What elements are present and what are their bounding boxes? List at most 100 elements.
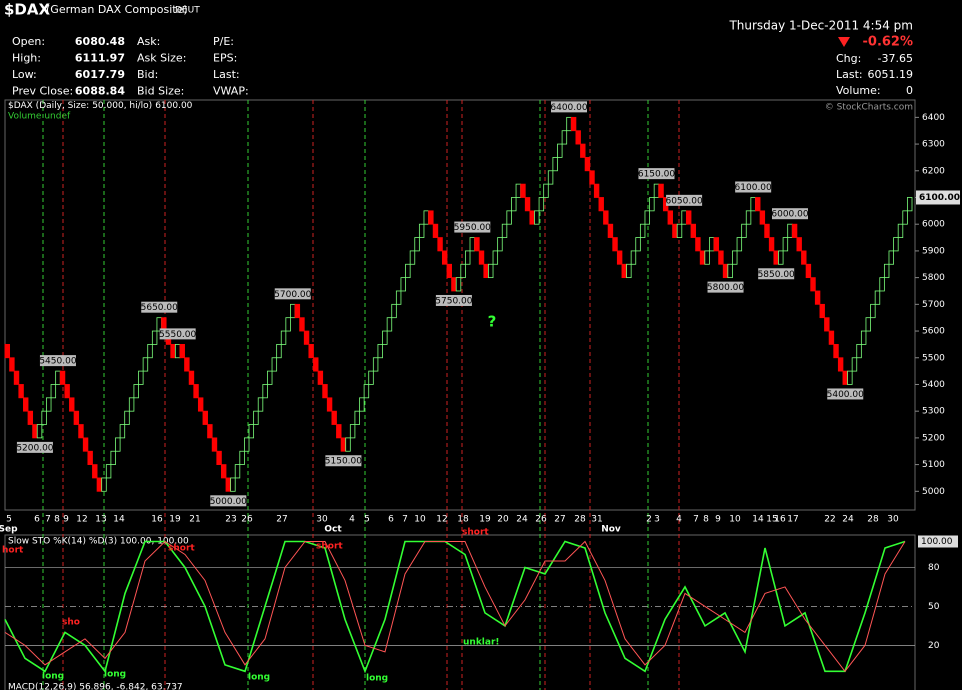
down-brick (73, 410, 80, 425)
exchange: DEUT (175, 6, 200, 16)
up-brick (382, 330, 388, 345)
x-tick-label: 4 (676, 515, 682, 525)
up-brick (400, 277, 406, 292)
price-panel (4, 99, 916, 511)
x-tick-label: 23 (225, 515, 236, 525)
down-brick (796, 237, 802, 252)
y-tick-label: 5500 (922, 353, 945, 363)
volume-note: Volume undef (8, 112, 71, 122)
up-brick (276, 343, 282, 359)
up-brick (133, 384, 139, 399)
up-brick (46, 397, 52, 412)
down-brick (791, 223, 798, 238)
x-tick-label: 10 (414, 515, 426, 525)
quote-label: High: (12, 52, 41, 65)
annotation: unklar! (463, 638, 500, 648)
value-label: 5150.00 (325, 457, 362, 467)
y-tick-label: 5400 (922, 380, 945, 390)
quote-label: Ask: (137, 35, 160, 48)
label-box (550, 101, 587, 113)
down-brick (432, 223, 439, 238)
up-brick (418, 223, 425, 238)
down-brick (603, 210, 609, 225)
up-brick (488, 263, 494, 279)
up-brick (865, 317, 871, 332)
legend-text: $DAX (Daily, Size: (8, 101, 89, 111)
value-label: 5700.00 (274, 290, 311, 300)
up-brick (386, 317, 393, 332)
quote-label: Bid Size: (137, 85, 184, 98)
down-brick (593, 183, 600, 198)
y-tick-label: 5800 (922, 273, 945, 283)
quote-value: 6088.84 (75, 85, 125, 98)
annotation: short (168, 544, 195, 554)
down-brick (303, 330, 310, 345)
down-brick (207, 424, 213, 439)
up-brick (174, 343, 181, 359)
pct-change: -0.62% (863, 35, 914, 50)
label-box (435, 294, 472, 306)
up-brick (267, 370, 273, 385)
up-brick (741, 223, 747, 238)
down-brick (658, 183, 664, 198)
value-label: 6050.00 (665, 196, 702, 206)
up-brick (262, 384, 268, 399)
sto-panel (4, 534, 916, 690)
down-brick (326, 397, 333, 412)
down-brick (216, 450, 222, 465)
down-brick (69, 397, 75, 412)
down-arrow (838, 37, 850, 47)
down-brick (828, 330, 835, 345)
up-brick (138, 370, 144, 385)
x-tick-label: 3 (654, 515, 660, 525)
x-tick-label: 26 (535, 515, 547, 525)
up-brick (372, 357, 379, 372)
up-brick (50, 384, 57, 399)
up-brick (119, 424, 126, 439)
up-brick (124, 410, 130, 425)
value-label: 5950.00 (454, 223, 491, 233)
x-tick-label: 9 (715, 515, 721, 525)
value-label: 5550.00 (159, 330, 196, 340)
down-brick (722, 263, 729, 279)
up-brick (455, 277, 462, 292)
sto-line (4, 540, 906, 674)
label-box (771, 208, 808, 220)
x-tick-label: 15 (766, 515, 777, 525)
x-tick-label: 28 (574, 515, 586, 525)
datetime: Thursday 1-Dec-2011 4:54 pm (728, 19, 913, 33)
label-box (141, 301, 178, 313)
x-tick-label: 8 (703, 515, 709, 525)
stat-value: 6051.19 (868, 68, 914, 81)
up-brick (391, 303, 397, 319)
quote-label: Open: (12, 35, 45, 48)
up-brick (423, 210, 429, 225)
up-brick (704, 250, 710, 265)
down-brick (18, 384, 24, 399)
up-brick (377, 343, 383, 359)
down-brick (483, 263, 489, 279)
x-tick-label: 19 (169, 515, 181, 525)
quote-label: EPS: (213, 52, 237, 65)
down-brick (824, 317, 830, 332)
value-label: 6150.00 (638, 170, 675, 180)
quote-label: Low: (12, 68, 37, 81)
up-brick (870, 303, 876, 319)
up-brick (460, 263, 466, 279)
x-tick-label: 28 (867, 515, 879, 525)
down-brick (322, 384, 328, 399)
down-brick (621, 263, 627, 279)
label-box (16, 441, 53, 453)
up-brick (110, 450, 116, 465)
down-brick (197, 397, 204, 412)
x-tick-label: 8 (54, 515, 60, 525)
up-brick (257, 397, 264, 412)
x-tick-label: 6 (34, 515, 40, 525)
down-brick (773, 250, 779, 265)
month-label: Oct (324, 525, 342, 535)
up-brick (506, 210, 512, 225)
down-brick (96, 477, 103, 492)
quote-label: P/E: (213, 35, 234, 48)
down-brick (589, 170, 595, 185)
up-brick (36, 424, 43, 439)
